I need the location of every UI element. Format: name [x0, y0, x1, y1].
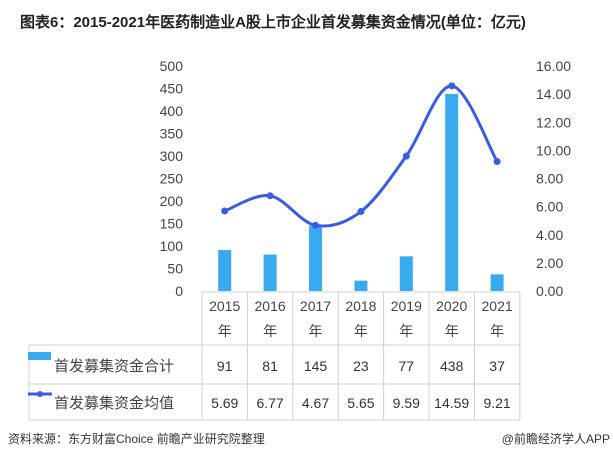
bar-data-label: 37	[489, 358, 505, 374]
x-tick-label-unit: 年	[399, 323, 413, 339]
legend-bar-swatch	[28, 352, 51, 360]
bar	[490, 274, 504, 291]
line-data-label: 9.21	[483, 395, 510, 411]
line-data-label: 5.69	[211, 395, 238, 411]
right-tick-label: 8.00	[536, 171, 563, 187]
bar	[354, 280, 368, 291]
x-tick-label-year: 2019	[391, 298, 422, 314]
line-point	[221, 207, 229, 215]
right-tick-label: 10.00	[536, 142, 571, 158]
right-tick-label: 14.00	[536, 86, 571, 102]
x-tick-label-unit: 年	[218, 323, 232, 339]
bar-data-label: 77	[399, 358, 415, 374]
left-tick-label: 50	[167, 261, 183, 277]
brand-note: @前瞻经济学人APP	[502, 431, 610, 446]
bar-data-label: 23	[353, 358, 369, 374]
left-tick-label: 0	[175, 283, 183, 299]
bar	[399, 256, 413, 291]
line-point	[312, 221, 319, 229]
left-tick-label: 400	[160, 103, 184, 119]
right-tick-label: 12.00	[536, 114, 571, 130]
bar-data-label: 81	[262, 358, 278, 374]
x-tick-label-year: 2017	[300, 298, 331, 314]
bar-data-label: 438	[440, 358, 464, 374]
x-tick-label-unit: 年	[263, 323, 277, 339]
bar	[309, 225, 322, 291]
right-axis: 0.00 2.00 4.00 6.00 8.00 10.00 12.00 14.00 16.00	[536, 58, 571, 299]
x-tick-label-year: 2016	[255, 298, 286, 314]
x-tick-label-year: 2018	[345, 298, 376, 314]
x-tick-label-unit: 年	[309, 323, 323, 339]
left-axis: 0 50 100 150 200 250 300 350 400 450 500	[160, 58, 184, 299]
line-point	[357, 208, 365, 216]
bar	[445, 93, 459, 292]
chart-title: 图表6：2015-2021年医药制造业A股上市企业首发募集资金情况(单位：亿元)	[20, 13, 526, 31]
line-data-label: 6.77	[256, 395, 283, 411]
bar-data-label: 91	[217, 358, 233, 374]
left-tick-label: 100	[160, 238, 184, 254]
right-tick-label: 4.00	[536, 227, 563, 243]
left-tick-label: 500	[160, 58, 184, 74]
bar	[263, 254, 277, 291]
line-point	[402, 152, 410, 160]
bar-data-label: 145	[304, 358, 328, 374]
line-point	[448, 82, 456, 90]
line-data-label: 4.67	[302, 395, 329, 411]
bar	[218, 250, 232, 291]
x-tick-label-unit: 年	[354, 323, 368, 339]
line-data-label: 9.59	[393, 395, 420, 411]
legend-line-label: 首发募集资金均值	[54, 395, 174, 412]
right-tick-label: 6.00	[536, 199, 563, 215]
left-tick-label: 450	[160, 81, 184, 97]
x-tick-label-unit: 年	[490, 323, 504, 339]
data-table: 2015 年 91 5.69 2016 年 81 6.77 2017 年 145 4.67 2018 年 2…	[28, 291, 521, 421]
legend-bar-label: 首发募集资金合计	[54, 358, 174, 375]
x-tick-label-year: 2020	[436, 298, 467, 314]
left-tick-label: 300	[160, 148, 184, 164]
bar-series	[218, 93, 504, 292]
legend-line-marker	[37, 391, 43, 397]
right-tick-label: 16.00	[536, 58, 571, 74]
line-data-label: 14.59	[434, 395, 469, 411]
x-tick-label-year: 2015	[209, 298, 240, 314]
left-tick-label: 150	[160, 216, 184, 232]
left-tick-label: 350	[160, 126, 184, 142]
right-tick-label: 2.00	[536, 255, 563, 271]
x-tick-label-year: 2021	[482, 298, 513, 314]
line-point	[493, 157, 501, 165]
x-tick-label-unit: 年	[445, 323, 459, 339]
source-note: 资料来源：东方财富Choice 前瞻产业研究院整理	[8, 431, 265, 446]
left-tick-label: 250	[160, 171, 184, 187]
line-point	[266, 192, 274, 200]
left-tick-label: 200	[160, 193, 184, 209]
right-tick-label: 0.00	[536, 283, 563, 299]
line-series	[221, 82, 501, 229]
line-data-label: 5.65	[347, 395, 374, 411]
